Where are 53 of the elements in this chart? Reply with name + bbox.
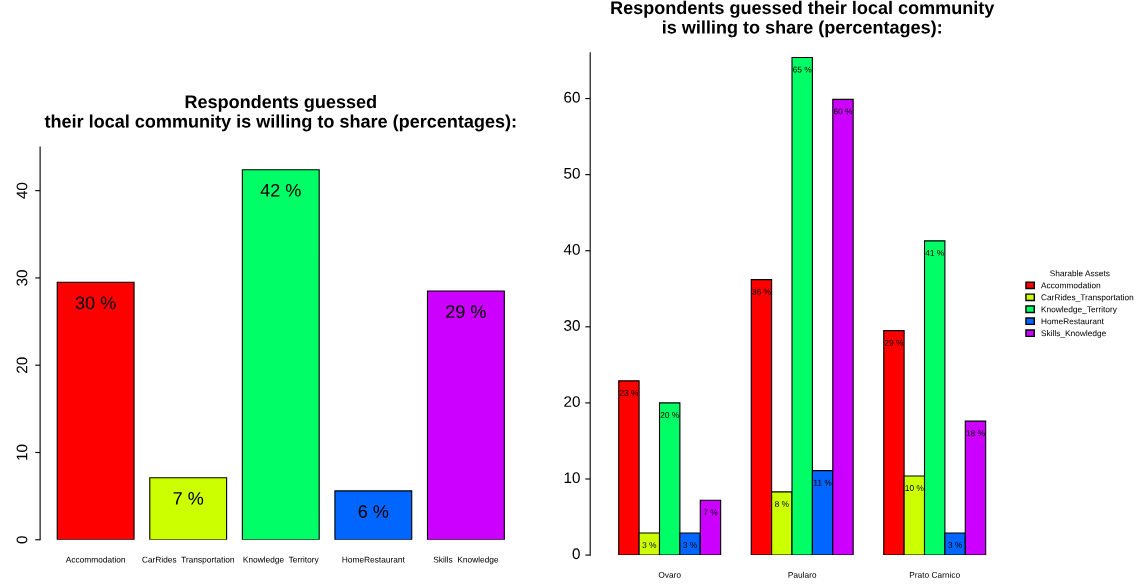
data-label: 60 %: [833, 108, 853, 115]
x-tick-label: Prato Carnico: [909, 571, 960, 578]
data-label: 30 %: [75, 296, 116, 310]
data-label: 18 %: [966, 430, 985, 437]
y-tick-label: 40: [563, 244, 580, 255]
data-label: 36 %: [752, 288, 771, 295]
y-tick-label: 50: [564, 167, 580, 179]
bar: [241, 169, 320, 540]
y-tick-label: 10: [564, 472, 580, 484]
legend-label: Skills_Knowledge: [1041, 330, 1106, 338]
data-label: 3 %: [948, 542, 962, 549]
chart-title: Respondents guessed their local community is willing to share (percentages):: [611, 0, 995, 38]
data-label: 20 %: [660, 412, 679, 418]
legend-label: Accommodation: [1040, 282, 1101, 289]
bar: [334, 490, 413, 540]
x-tick-label: HomeRestaurant: [342, 556, 405, 563]
y-tick-label: 0: [572, 548, 580, 560]
legend-title: Sharable Assets: [1050, 270, 1110, 277]
y-tick-label: 30: [564, 320, 580, 331]
data-label: 42 %: [260, 183, 301, 197]
data-label: 65 %: [793, 66, 812, 73]
legend-label: HomeRestaurant: [1041, 318, 1104, 325]
bar: [426, 290, 505, 540]
data-label: 7 %: [173, 492, 204, 505]
data-label: 23 %: [619, 389, 639, 396]
bar: [56, 281, 135, 540]
data-label: 6 %: [358, 505, 389, 518]
y-tick-label: 60: [564, 91, 580, 103]
legend-label: CarRides_Transportation: [1041, 294, 1134, 302]
x-tick-label: Skills Knowledge: [433, 556, 499, 565]
y-tick-label: 40: [16, 182, 28, 199]
legend-label: Knowledge_Territory: [1041, 306, 1117, 314]
data-label: 7 %: [703, 509, 718, 516]
x-tick-label: Accommodation: [65, 556, 125, 563]
data-label: 3 %: [683, 542, 697, 549]
data-label: 41 %: [925, 250, 944, 256]
data-label: 11 %: [814, 479, 832, 486]
data-label: 3 %: [642, 542, 657, 549]
bar: [149, 477, 228, 540]
y-tick-label: 30: [16, 270, 28, 286]
data-label: 8 %: [775, 501, 789, 507]
x-tick-label: CarRides Transportation: [142, 556, 234, 565]
data-label: 10 %: [905, 485, 924, 491]
y-tick-label: 10: [16, 444, 28, 460]
y-tick-label: 20: [16, 357, 28, 373]
x-tick-label: Knowledge Territory: [243, 556, 319, 565]
x-tick-label: Ovaro: [658, 571, 681, 578]
data-label: 29 %: [446, 305, 486, 319]
y-tick-label: 20: [564, 396, 580, 408]
data-label: 29 %: [884, 339, 904, 346]
chart-title: Respondents guessed their local community is willing to share (percentages):: [44, 94, 516, 132]
y-tick-label: 0: [16, 536, 28, 544]
x-tick-label: Paularo: [788, 571, 817, 578]
